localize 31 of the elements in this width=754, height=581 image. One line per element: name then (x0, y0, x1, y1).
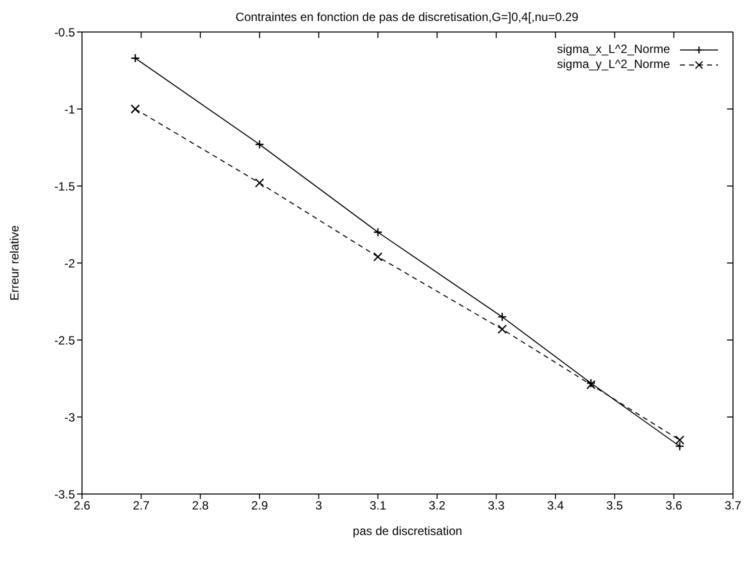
legend-label: sigma_y_L^2_Norme (556, 57, 670, 72)
y-tick-label: -2.5 (54, 333, 76, 348)
y-tick-label: -1.5 (54, 179, 76, 194)
y-axis-title: Erreur relative (7, 224, 22, 301)
point (498, 324, 507, 334)
point (130, 104, 140, 114)
legend-label: sigma_x_L^2_Norme (556, 42, 670, 57)
x-axis-title: pas de discretisation (352, 524, 462, 538)
y-tick-label: -3 (64, 410, 76, 424)
x-tick-label: 3.6 (665, 498, 682, 513)
point (675, 435, 684, 445)
point (373, 228, 383, 237)
x-tick-label: 3.3 (488, 498, 505, 513)
x-tick-label: 3.1 (370, 498, 387, 513)
x-tick-label: 3.7 (724, 498, 742, 513)
point (373, 252, 383, 262)
y-tick-label: -1 (64, 102, 76, 116)
chart-title: Contraintes en fonction de pas de discretisation,G=]0,4[,nu=0.29 (234, 10, 580, 24)
x-tick-label: 2.9 (251, 498, 268, 513)
x-tick-label: 3 (315, 498, 322, 513)
y-tick-label: -0.5 (54, 25, 76, 40)
x-tick-label: 2.8 (192, 498, 210, 513)
x-tick-label: 2.7 (132, 498, 150, 513)
x-tick-label: 2.6 (74, 498, 91, 513)
x-tick-label: 3.2 (428, 498, 446, 513)
point (254, 178, 264, 188)
x-tick-label: 3.4 (547, 498, 564, 513)
x-tick-label: 3.5 (606, 498, 624, 513)
y-tick-label: -2 (64, 256, 76, 270)
point (254, 140, 264, 150)
y-tick-label: -3.5 (54, 487, 76, 502)
